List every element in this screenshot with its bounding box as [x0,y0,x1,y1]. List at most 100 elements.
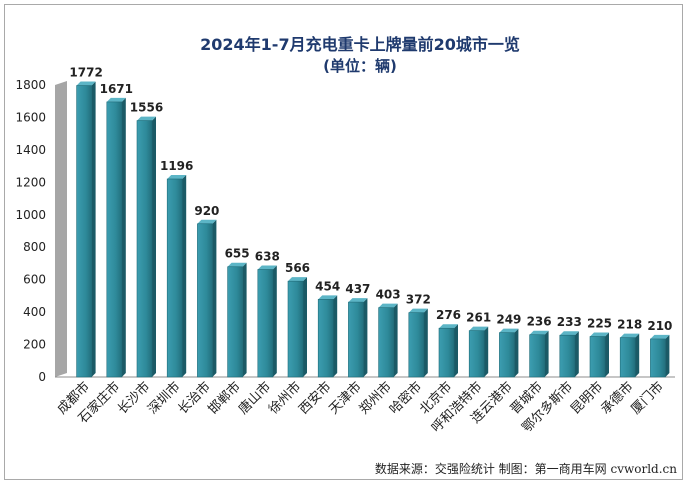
bar-top [106,97,126,102]
bar-7 [257,265,277,378]
bar-16 [529,330,549,378]
category-label: 天津市 [326,379,365,418]
bar-front [287,280,304,378]
category-label: 长沙市 [114,379,153,418]
bar-layer [76,81,670,378]
bar-front [408,312,425,378]
value-label: 372 [406,293,431,307]
value-label: 1772 [69,66,102,80]
y-tick-label: 1000 [15,208,46,222]
value-label: 454 [315,279,340,293]
bar-18 [589,332,609,378]
bar-top [348,298,368,303]
category-label: 深圳市 [145,379,184,418]
bar-15 [499,328,519,378]
y-tick-label: 800 [23,240,46,254]
bar-side [514,328,519,377]
bar-top [197,219,217,224]
category-label: 厦门市 [628,379,667,418]
y-tick-label: 1800 [15,78,46,92]
bar-6 [227,262,247,378]
bar-front [378,307,394,378]
bar-front [468,330,485,378]
bar-side [605,332,609,377]
bar-4 [166,174,187,378]
category-label: 郑州市 [356,379,395,418]
bar-13 [438,324,458,378]
bar-20 [650,334,670,378]
bar-top [227,262,247,267]
bar-side [484,326,489,377]
bar-front [529,334,545,378]
bar-side [91,81,96,377]
bar-top [137,116,156,121]
bar-front [317,299,334,378]
bar-front [589,336,606,378]
bar-front [348,301,364,378]
value-label: 655 [225,247,250,261]
bar-front [257,269,274,378]
category-label: 邯郸市 [205,379,244,418]
footer-source: 数据来源：交强险统计 制图：第一商用车网 cvworld.cn [375,461,677,476]
bar-top [590,332,609,337]
bar-side [272,265,277,377]
value-label: 249 [496,313,521,327]
bar-side [212,219,217,377]
category-label: 长治市 [175,379,214,418]
bar-9 [317,295,338,378]
bar-front [76,85,92,378]
category-label: 哈密市 [386,379,425,418]
bar-top [318,295,338,300]
value-label: 1556 [130,101,163,115]
y-tick-label: 400 [23,305,46,319]
y-tick-label: 600 [23,273,46,287]
bar-top [408,308,428,313]
bar-top [650,334,670,339]
bar-side [333,295,338,377]
bar-side [121,97,126,377]
bar-front [106,101,123,378]
y-tick-label: 1400 [15,143,46,157]
value-label: 225 [587,317,612,331]
bar-top [257,265,277,270]
bar-side [544,330,549,377]
chart-frame: 2024年1-7月充电重卡上牌量前20城市一览 (单位：辆) 0 200 400 60… [4,4,683,480]
bar-front [499,332,515,378]
bar-front [136,120,153,378]
y-tick-label: 0 [38,370,46,384]
value-label: 276 [436,308,461,322]
bar-side [423,308,428,377]
y-tick-label: 1200 [15,175,46,189]
bar-top [76,81,96,86]
category-label: 唐山市 [235,379,274,418]
axis-layer: 0 200 400 600 800 1000 1200 1400 1600 1800 [15,78,675,384]
value-label: 218 [617,318,642,332]
bar-top [378,303,398,308]
chart-subtitle: (单位：辆) [323,57,397,75]
value-label: 233 [557,315,582,329]
bar-17 [559,331,579,378]
bar-8 [287,277,307,378]
bar-side [574,331,579,377]
y-tick-label: 1600 [15,110,46,124]
bar-top [559,331,579,336]
bar-top [620,333,640,338]
bar-side [152,116,156,378]
value-label: 1196 [160,159,193,173]
value-label: 920 [194,204,219,218]
value-label: 403 [376,288,401,302]
bar-top [469,326,489,331]
bar-side [454,324,458,377]
bar-top [167,174,187,179]
y-axis-wall [55,81,67,377]
category-label: 昆明市 [567,379,606,418]
bar-side [242,262,247,377]
bar-front [650,338,666,378]
bar-14 [468,326,489,378]
value-label: 236 [527,315,552,329]
bar-front [166,178,183,378]
value-label: 1671 [100,82,133,96]
value-label: 261 [466,311,491,325]
bar-top [439,324,458,329]
value-label: 638 [255,250,280,264]
